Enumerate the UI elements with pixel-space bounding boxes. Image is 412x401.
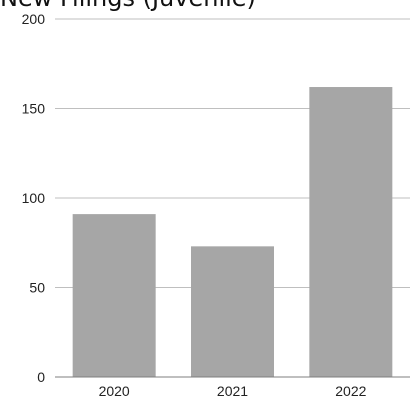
chart-title: New Filings (Juvenile) (0, 0, 256, 12)
y-tick-labels: 0 50 100 150 200 (22, 11, 46, 385)
bars (72, 87, 393, 378)
x-tick-label-2020: 2020 (99, 383, 130, 399)
x-tick-labels: 2020 2021 2022 (99, 383, 367, 399)
y-tick-label-100: 100 (22, 190, 46, 206)
y-tick-label-150: 150 (22, 101, 46, 117)
bar-2022 (309, 87, 393, 378)
bar-2021 (191, 246, 274, 377)
y-tick-label-200: 200 (22, 11, 46, 27)
x-tick-label-2021: 2021 (217, 383, 248, 399)
bar-2020 (72, 214, 156, 377)
x-tick-label-2022: 2022 (335, 383, 366, 399)
y-tick-label-50: 50 (29, 280, 45, 296)
y-tick-label-0: 0 (37, 369, 45, 385)
